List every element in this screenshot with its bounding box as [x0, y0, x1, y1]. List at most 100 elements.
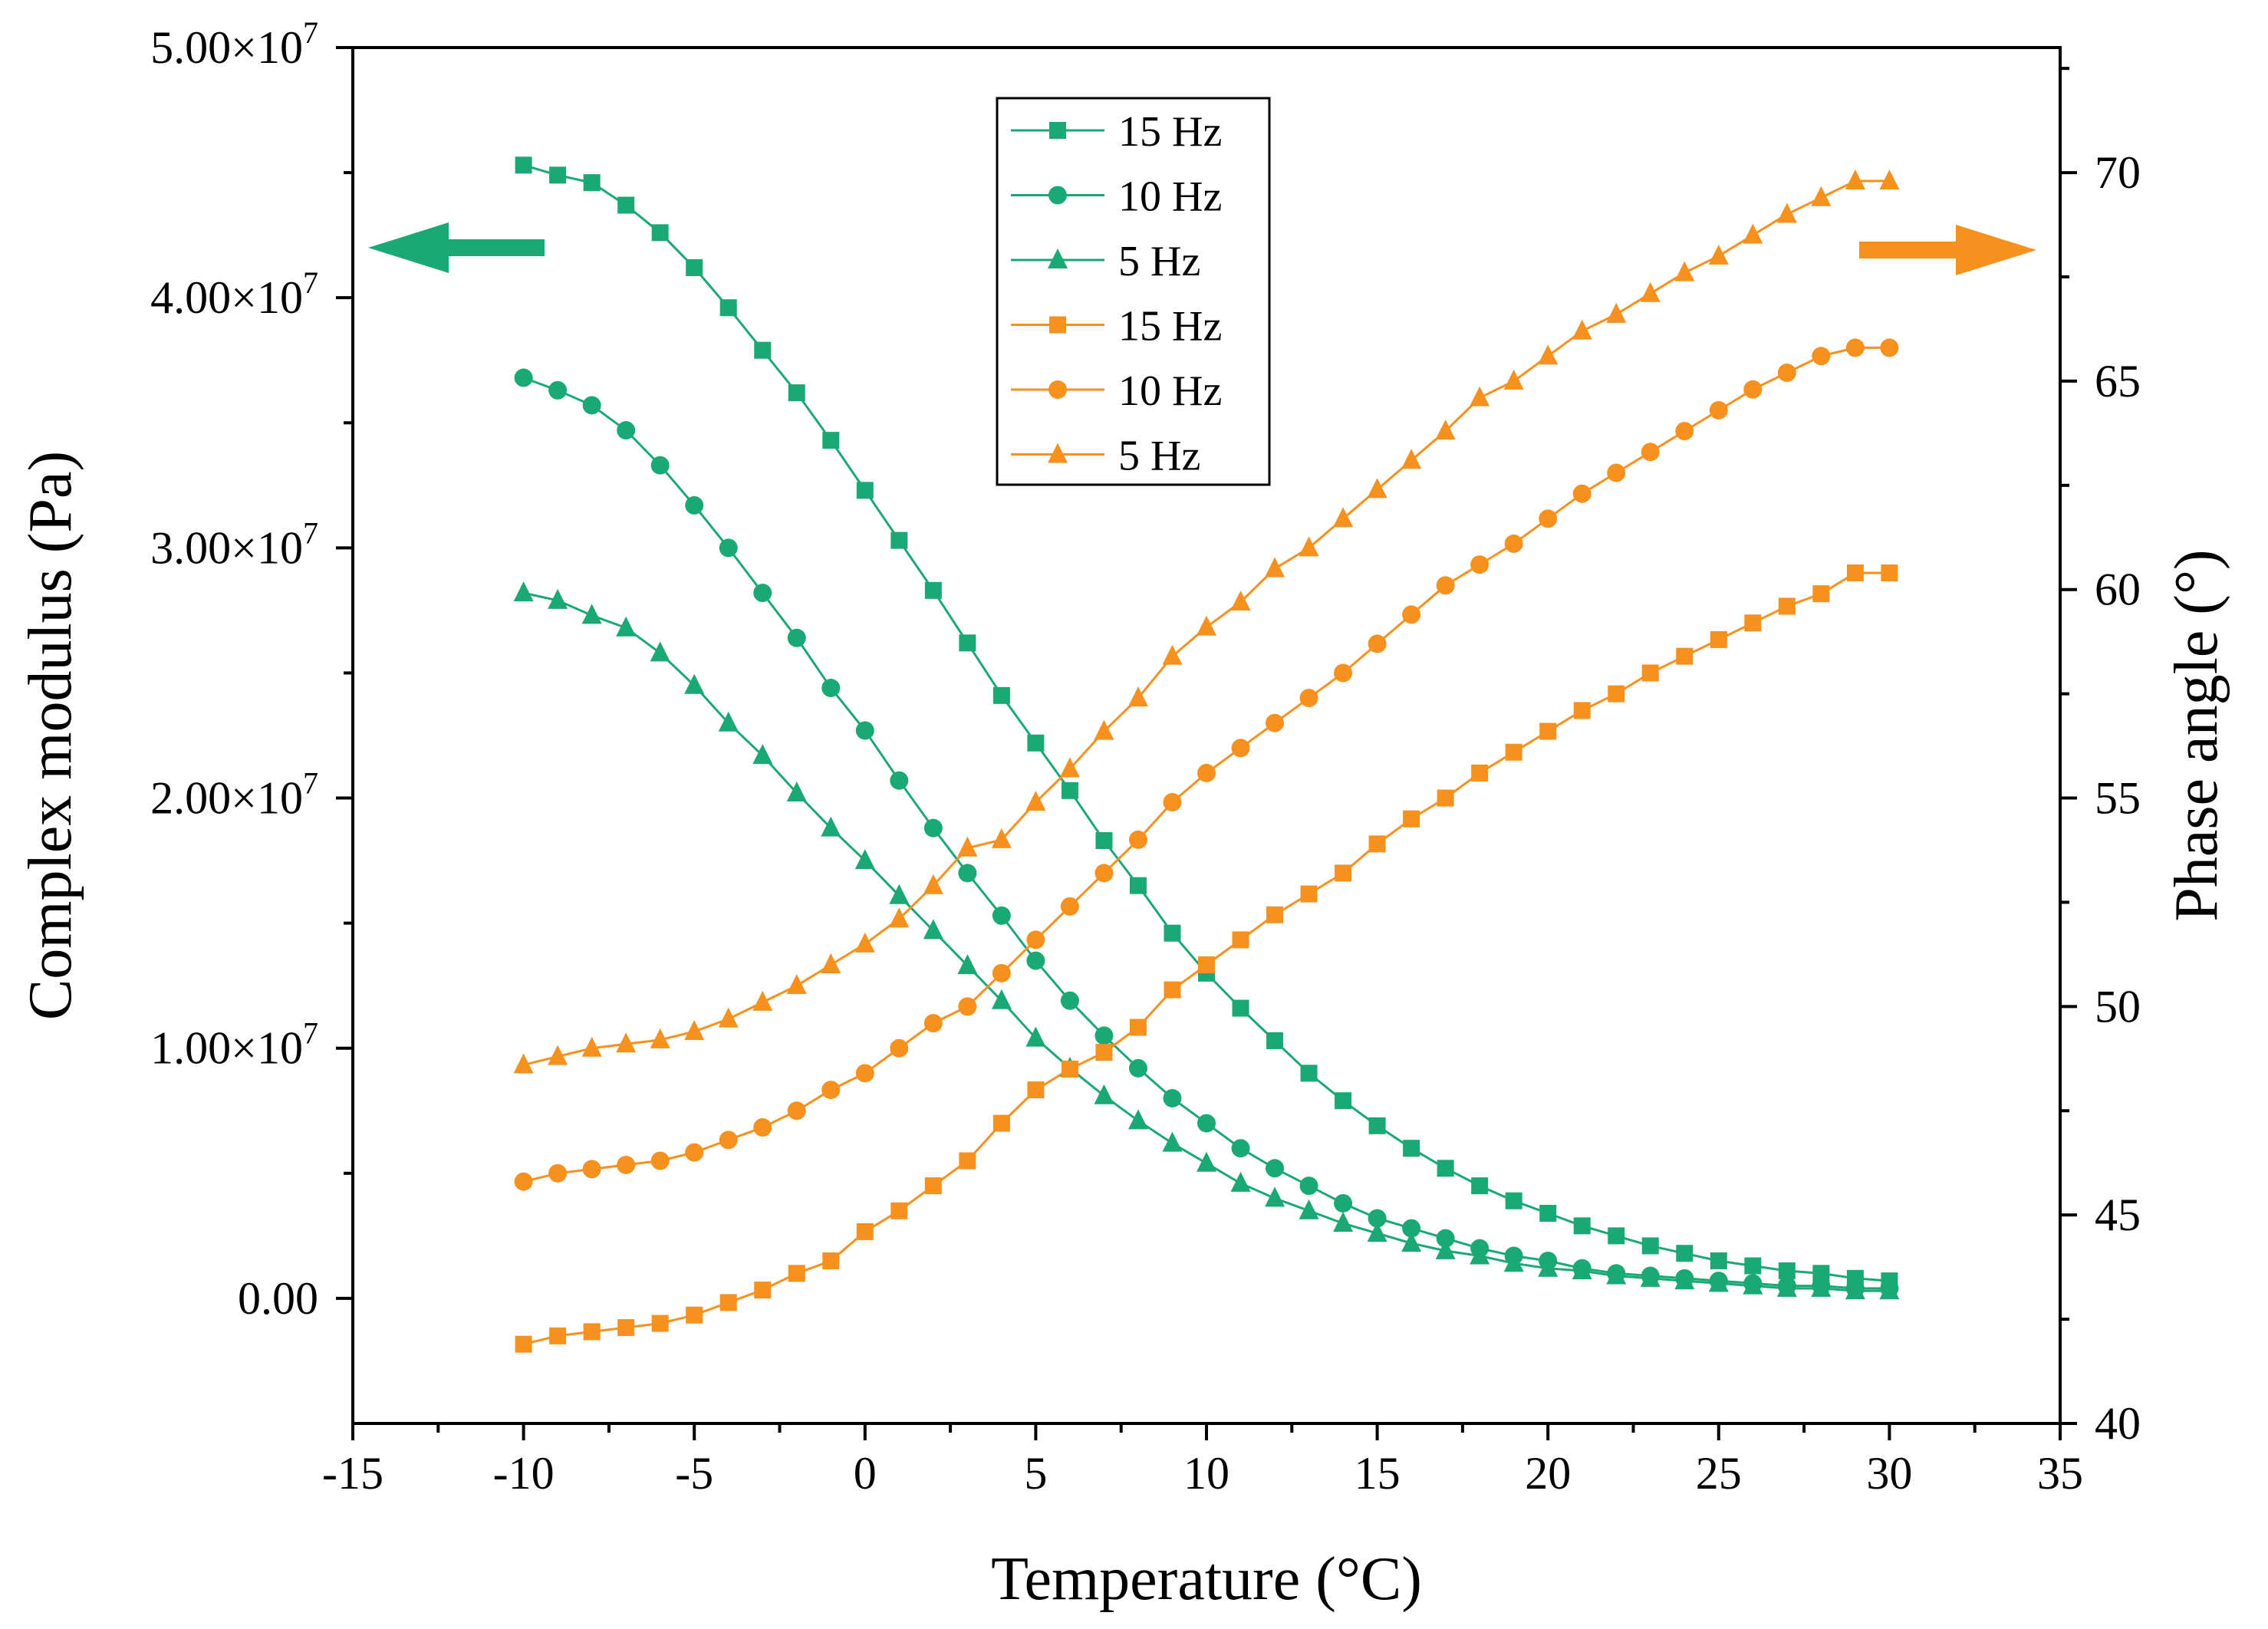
data-point	[719, 1294, 737, 1311]
legend-label: 10 Hz	[1118, 367, 1222, 415]
data-point	[684, 1019, 705, 1040]
data-point	[616, 616, 637, 637]
data-point	[1163, 1088, 1182, 1107]
data-point	[1231, 1139, 1250, 1158]
legend-label: 15 Hz	[1118, 303, 1222, 350]
data-point	[1676, 647, 1694, 665]
data-point	[1812, 1265, 1830, 1282]
data-point	[514, 368, 533, 387]
data-point	[1230, 1171, 1251, 1192]
data-point	[1743, 1274, 1763, 1295]
data-point	[1709, 400, 1728, 420]
data-point	[617, 196, 635, 214]
data-point	[581, 1036, 602, 1057]
data-point	[854, 849, 875, 870]
data-point	[1025, 1026, 1046, 1047]
data-point	[924, 581, 942, 599]
data-point	[1744, 614, 1762, 632]
data-point	[1573, 702, 1591, 719]
data-point	[821, 1081, 841, 1100]
legend-marker	[1048, 443, 1068, 463]
data-point	[650, 1028, 670, 1048]
data-point	[1061, 1060, 1078, 1078]
data-point	[992, 963, 1011, 982]
data-point	[1881, 564, 1898, 581]
y-left-tick-label: 2.00×107	[150, 766, 318, 824]
data-point	[923, 919, 943, 940]
data-point	[821, 953, 841, 973]
data-point	[1471, 1177, 1489, 1195]
data-point	[1710, 1252, 1727, 1269]
data-point	[1164, 981, 1181, 999]
data-point	[548, 1163, 568, 1183]
data-point	[617, 421, 636, 440]
data-point	[752, 744, 773, 765]
data-point	[924, 1177, 942, 1195]
data-point	[1674, 261, 1695, 281]
data-point	[1162, 644, 1183, 665]
data-point	[1368, 835, 1386, 853]
data-point	[1641, 1237, 1659, 1255]
y-axis-title-left: Complex modulus (Pa)	[17, 451, 84, 1020]
legend-marker	[1049, 316, 1066, 334]
data-point	[514, 1172, 533, 1191]
data-point	[1538, 1256, 1559, 1277]
data-point	[1231, 739, 1250, 758]
y-left-tick-label: 0.00	[238, 1273, 318, 1324]
data-point	[923, 818, 943, 838]
data-point	[1846, 564, 1864, 581]
y-right-tick-label: 45	[2095, 1190, 2141, 1240]
data-point	[1060, 991, 1079, 1010]
data-point	[992, 1114, 1010, 1132]
data-point	[1778, 1262, 1796, 1280]
data-point	[1266, 713, 1285, 732]
data-point	[513, 1053, 534, 1074]
x-tick-label: -15	[322, 1448, 383, 1499]
data-point	[855, 1064, 874, 1083]
data-point	[1335, 1092, 1352, 1110]
x-tick-label: -5	[675, 1448, 713, 1499]
data-point	[1436, 1229, 1455, 1248]
data-point	[1675, 422, 1694, 441]
data-point	[1128, 1058, 1147, 1078]
y-left-tick-label: 5.00×107	[150, 15, 318, 73]
data-point	[752, 990, 773, 1011]
data-point	[1300, 885, 1318, 903]
data-point	[582, 396, 601, 415]
data-point	[686, 1306, 703, 1324]
data-point	[1401, 449, 1422, 469]
y-left-tick-label: 1.00×107	[150, 1016, 318, 1074]
data-point	[822, 1252, 840, 1269]
legend-label: 5 Hz	[1118, 238, 1200, 285]
y-left-tick-label: 3.00×107	[150, 515, 318, 573]
data-point	[1606, 1264, 1627, 1285]
data-point	[1128, 830, 1147, 849]
data-point	[1436, 576, 1455, 595]
data-point	[1572, 319, 1592, 340]
data-point	[583, 1323, 601, 1341]
data-point	[513, 581, 534, 602]
data-point	[685, 495, 704, 515]
data-point	[1503, 369, 1524, 390]
data-point	[1845, 338, 1865, 357]
data-point	[1197, 1114, 1216, 1133]
x-tick-label: 25	[1696, 1448, 1742, 1499]
data-point	[1368, 1209, 1387, 1228]
y-right-tick-label: 40	[2095, 1398, 2141, 1449]
data-point	[854, 932, 875, 953]
data-point	[1640, 1266, 1661, 1287]
x-tick-label: -10	[493, 1448, 555, 1499]
data-point	[1368, 634, 1387, 653]
data-point	[753, 1118, 772, 1137]
data-point	[959, 1152, 976, 1170]
data-point	[1300, 1065, 1318, 1082]
data-point	[1505, 1192, 1522, 1209]
y-right-tick-label: 55	[2095, 773, 2141, 824]
data-point	[651, 1315, 669, 1332]
y-right-tick-label: 65	[2095, 356, 2141, 406]
data-point	[1504, 534, 1523, 553]
legend-marker	[1048, 186, 1067, 205]
data-point	[1095, 831, 1113, 849]
data-point	[821, 679, 841, 698]
data-point	[1026, 930, 1045, 949]
